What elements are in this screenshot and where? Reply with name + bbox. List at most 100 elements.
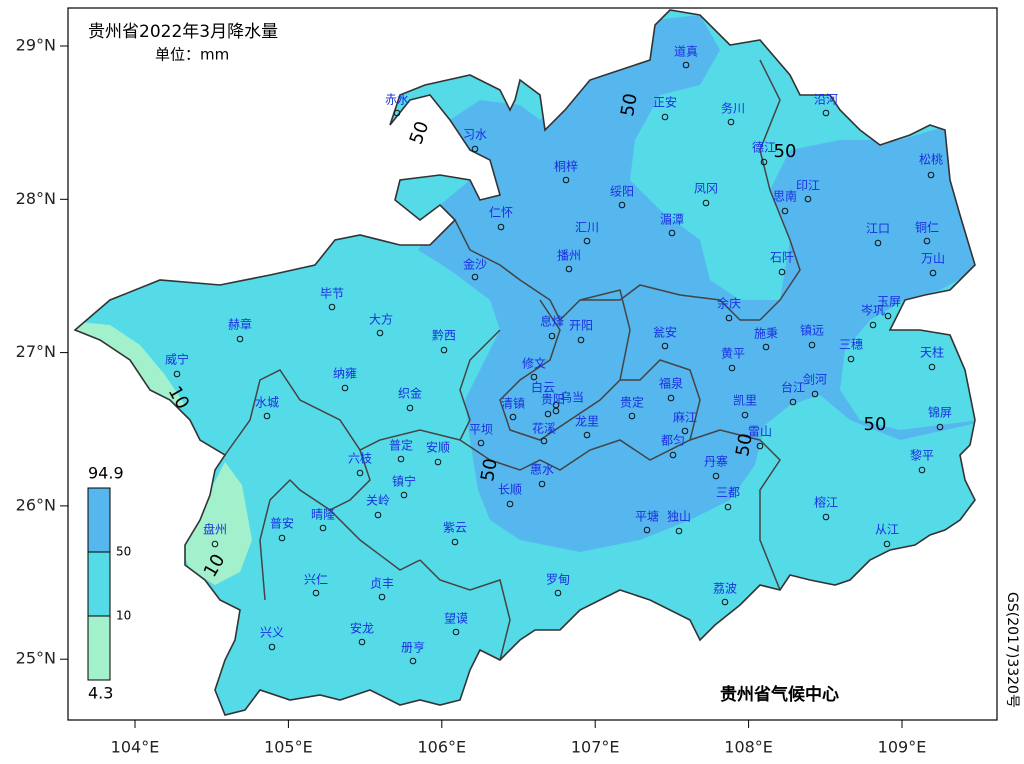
y-tick-label: 25°N xyxy=(16,649,56,668)
station-dot xyxy=(675,527,683,535)
station-label: 榕江 xyxy=(814,495,838,510)
station-dot xyxy=(741,411,749,419)
prefecture-border xyxy=(259,449,371,601)
station-label: 播州 xyxy=(557,249,581,263)
station-label: 普定 xyxy=(389,438,413,453)
station-dot xyxy=(808,341,816,349)
station-label: 黎平 xyxy=(910,449,934,463)
prefecture-border xyxy=(579,289,701,441)
station-dot xyxy=(471,273,479,281)
station-label: 安龙 xyxy=(350,621,374,636)
station-dot xyxy=(628,412,636,420)
station-dot xyxy=(756,442,764,450)
credit: 贵州省气候中心 xyxy=(720,684,839,705)
station-label: 都匀 xyxy=(661,434,685,448)
station-label: 贞丰 xyxy=(370,577,394,591)
station-label: 台江 xyxy=(781,380,805,395)
station-label: 乌当 xyxy=(560,390,584,405)
station-label: 岑巩 xyxy=(861,304,885,318)
station-label: 关岭 xyxy=(366,494,390,508)
station-dot xyxy=(451,538,459,546)
station-label: 沿河 xyxy=(814,93,838,107)
station-dot xyxy=(341,384,349,392)
y-tick-label: 28°N xyxy=(16,189,56,208)
station-label: 剑河 xyxy=(803,372,827,387)
x-tick-label: 105°E xyxy=(264,738,313,757)
station-label: 息烽 xyxy=(540,314,564,329)
station-label: 纳雍 xyxy=(333,366,357,381)
station-label: 修文 xyxy=(522,356,546,371)
station-label: 望谟 xyxy=(444,612,468,626)
x-tick-label: 108°E xyxy=(724,738,773,757)
station-dot xyxy=(725,314,733,322)
station-dot xyxy=(667,394,675,402)
station-label: 龙里 xyxy=(575,415,599,429)
station-dot xyxy=(728,364,736,372)
region-below-10 xyxy=(180,462,252,585)
station-label: 施秉 xyxy=(754,327,778,341)
legend-label: 10 xyxy=(116,609,131,623)
station-label: 锦屏 xyxy=(928,406,952,420)
station-dot xyxy=(236,335,244,343)
station-dot xyxy=(530,373,538,381)
station-dot xyxy=(319,524,327,532)
station-label: 麻江 xyxy=(673,410,697,425)
station-dot xyxy=(727,118,735,126)
station-dot xyxy=(554,589,562,597)
station-dot xyxy=(869,321,877,329)
station-dot xyxy=(927,171,935,179)
station-label: 黄平 xyxy=(721,347,745,361)
station-dot xyxy=(781,207,789,215)
station-label: 瓮安 xyxy=(653,325,677,340)
station-dot xyxy=(374,511,382,519)
station-label: 从江 xyxy=(875,523,899,537)
station-label: 普安 xyxy=(270,516,294,531)
station-label: 黔西 xyxy=(432,328,456,343)
prefecture-border xyxy=(459,329,501,441)
map-title: 贵州省2022年3月降水量 xyxy=(88,22,278,42)
region-above-50 xyxy=(418,15,975,552)
station-dot xyxy=(762,343,770,351)
station-label: 开阳 xyxy=(569,319,593,333)
prefecture-border xyxy=(419,559,511,661)
station-label: 织金 xyxy=(398,386,422,401)
station-label: 印江 xyxy=(796,179,820,193)
station-dot xyxy=(393,109,401,117)
station-label: 玉屏 xyxy=(877,295,901,309)
station-label: 册亨 xyxy=(401,640,425,655)
station-label: 三都 xyxy=(716,486,740,500)
station-dot xyxy=(544,410,552,418)
station-label: 雷山 xyxy=(748,425,772,439)
station-dot xyxy=(434,458,442,466)
station-label: 六枝 xyxy=(348,451,372,466)
station-dot xyxy=(356,469,364,477)
station-dot xyxy=(583,431,591,439)
station-label: 松桃 xyxy=(919,152,943,167)
station-dot xyxy=(328,303,336,311)
station-label: 仁怀 xyxy=(489,206,513,220)
station-label: 务川 xyxy=(721,101,745,116)
station-label: 万山 xyxy=(921,252,945,266)
station-label: 丹寨 xyxy=(704,454,728,469)
station-label: 镇远 xyxy=(800,324,824,338)
prefecture-border xyxy=(224,369,461,456)
station-dot xyxy=(669,451,677,459)
station-label: 凤冈 xyxy=(694,182,718,196)
unit-label: 单位：mm xyxy=(155,46,229,64)
station-dot xyxy=(760,158,768,166)
station-label: 道真 xyxy=(674,45,698,59)
station-label: 赫章 xyxy=(228,317,252,332)
prefecture-border xyxy=(329,509,421,571)
station-label: 晴隆 xyxy=(311,507,335,522)
contour-label: 50 xyxy=(732,432,757,458)
contour-label: 50 xyxy=(864,414,887,435)
legend-swatch xyxy=(87,487,111,553)
station-dot xyxy=(923,237,931,245)
station-dot xyxy=(278,534,286,542)
station-dot xyxy=(263,412,271,420)
station-label: 赤水 xyxy=(385,93,409,107)
station-label: 长顺 xyxy=(498,483,522,497)
station-dot xyxy=(789,398,797,406)
contour-label: 50 xyxy=(617,92,642,118)
